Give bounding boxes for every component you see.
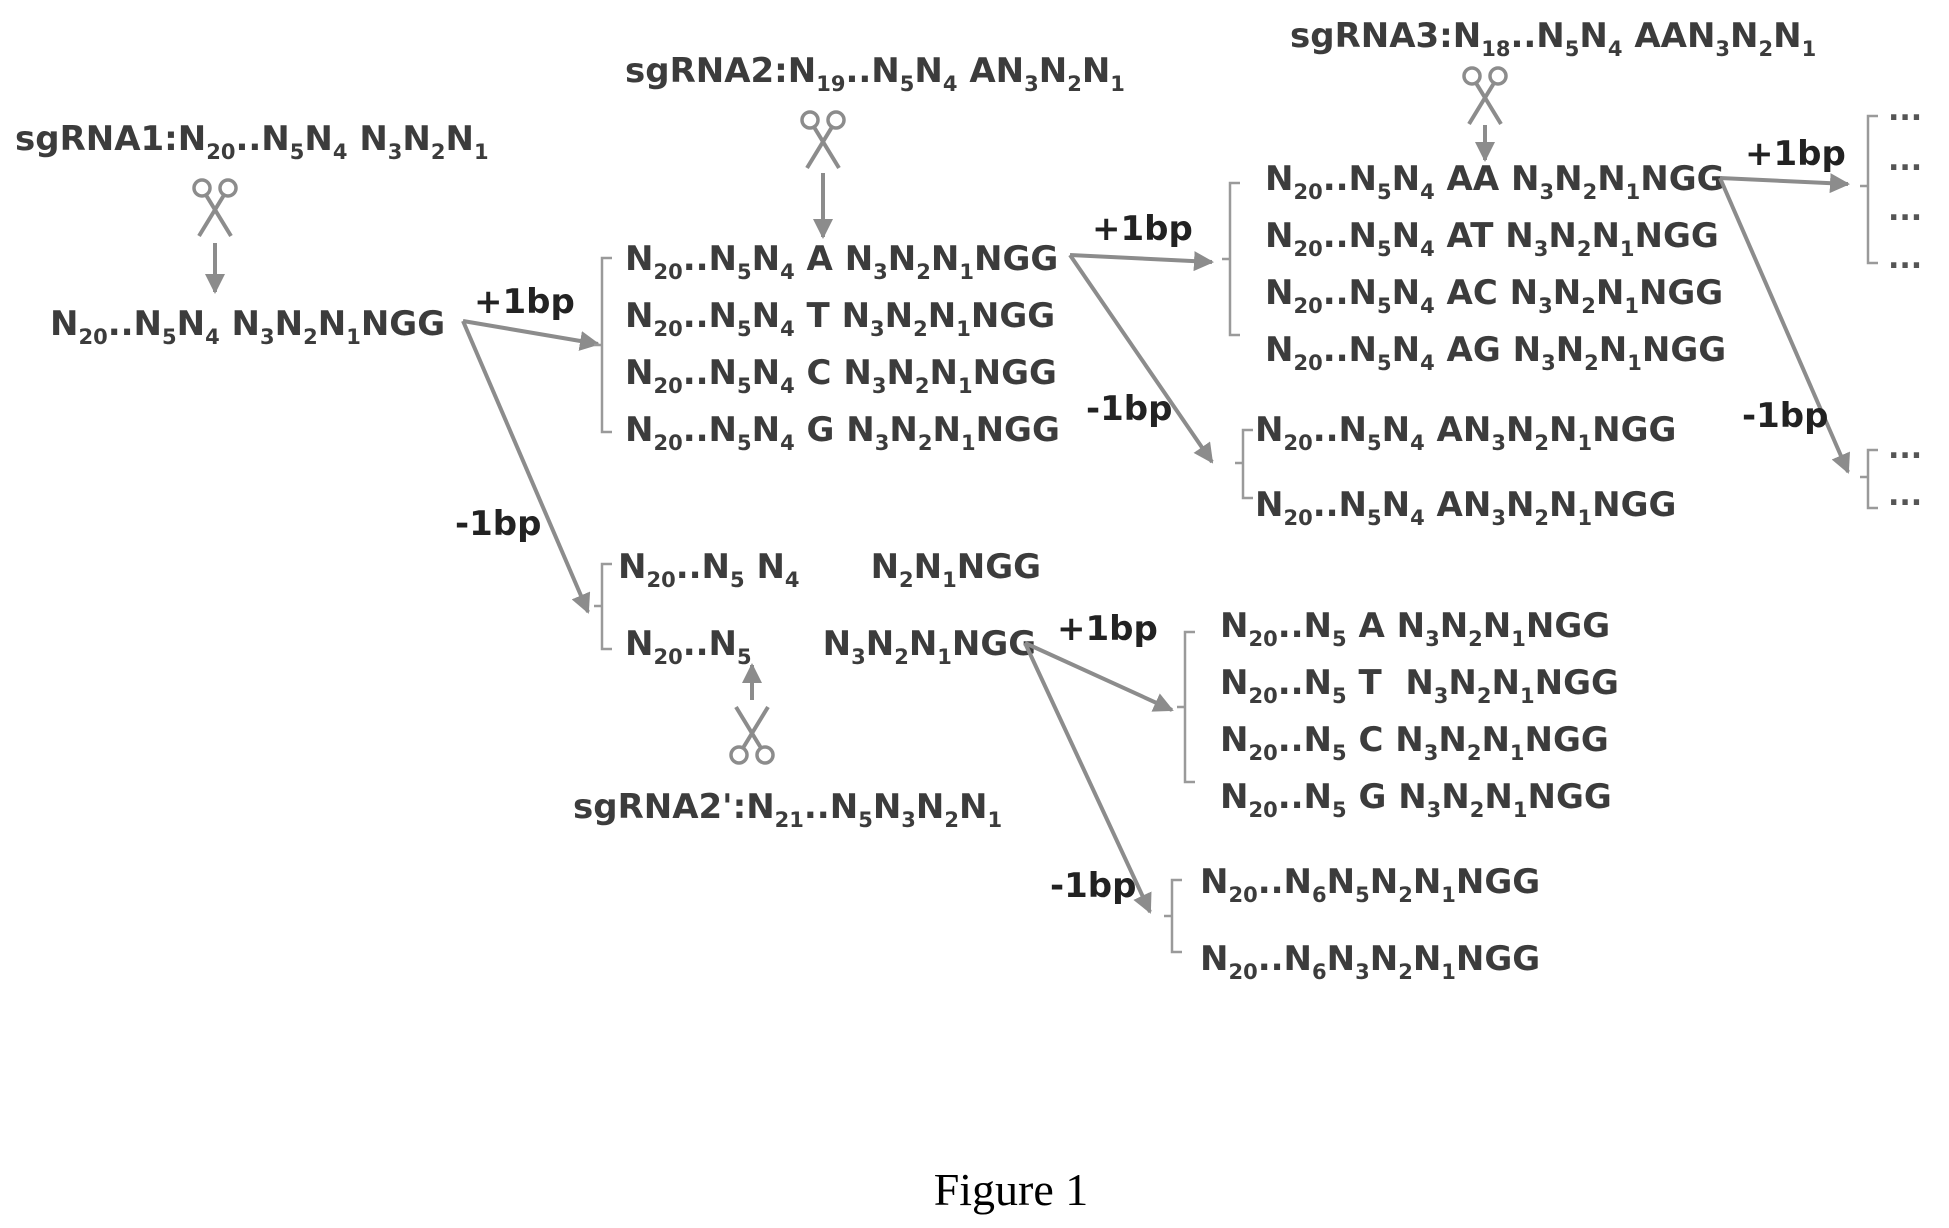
sequence-item: N20..N5 N3N2N1NGG bbox=[625, 624, 1036, 669]
sequence-item: N20..N5N4 A N3N2N1NGG bbox=[625, 239, 1058, 284]
sequence-item: N20..N5N4 AN3N2N1NGG bbox=[1255, 410, 1676, 455]
ellipsis: ... bbox=[1888, 478, 1922, 513]
shift-label: -1bp bbox=[1086, 389, 1172, 429]
group-bracket bbox=[1860, 116, 1878, 263]
scissors-icon bbox=[194, 180, 236, 236]
ellipsis: ... bbox=[1888, 143, 1922, 178]
ellipsis: ... bbox=[1888, 431, 1922, 466]
branch-arrow bbox=[463, 321, 598, 344]
branch-arrow bbox=[1070, 255, 1212, 262]
sequence-item: N20..N5N4 AA N3N2N1NGG bbox=[1265, 159, 1725, 204]
figure-caption: Figure 1 bbox=[934, 1164, 1089, 1215]
scissors-icon bbox=[1464, 68, 1506, 124]
shift-label: -1bp bbox=[1050, 866, 1136, 906]
group-bracket bbox=[594, 258, 612, 432]
sequence-item: N20..N5N4 G N3N2N1NGG bbox=[625, 410, 1060, 455]
root-sequence: N20..N5N4 N3N2N1NGG bbox=[50, 304, 445, 349]
plus1-group: N20..N5N4 A N3N2N1NGG N20..N5N4 T N3N2N1… bbox=[625, 239, 1060, 455]
sequence-item: N20..N5N4 T N3N2N1NGG bbox=[625, 296, 1055, 341]
branch-arrow bbox=[1025, 643, 1172, 710]
sgrna2-prime-label: sgRNA2':N21..N5N3N2N1 bbox=[573, 787, 1002, 832]
sequence-item: N20..N5N4 AN3N2N1NGG bbox=[1255, 485, 1676, 530]
minus1-group: N20..N5 N4 N2N1NGG N20..N5 N3N2N1NGG bbox=[618, 547, 1041, 669]
group-bracket bbox=[594, 564, 612, 649]
group-bracket bbox=[1860, 450, 1878, 508]
sgrna2-label: sgRNA2:N19..N5N4 AN3N2N1 bbox=[625, 51, 1125, 96]
ellipsis: ... bbox=[1888, 241, 1922, 276]
sequence-item: N20..N5 C N3N2N1NGG bbox=[1220, 720, 1609, 765]
group-bracket bbox=[1235, 430, 1253, 498]
sequence-item: N20..N5N4 C N3N2N1NGG bbox=[625, 353, 1057, 398]
scissors-icon bbox=[731, 707, 773, 763]
shift-label: +1bp bbox=[1057, 609, 1158, 649]
sequence-item: N20..N5 G N3N2N1NGG bbox=[1220, 777, 1612, 822]
ellipsis: ... bbox=[1888, 93, 1922, 128]
branch-arrow bbox=[1070, 255, 1212, 462]
sequence-item: N20..N5 N4 N2N1NGG bbox=[618, 547, 1041, 592]
shift-label: +1bp bbox=[474, 282, 575, 322]
sgrna3-label: sgRNA3:N18..N5N4 AAN3N2N1 bbox=[1290, 16, 1816, 61]
shift-label: +1bp bbox=[1092, 209, 1193, 249]
minus1-plus1-group: N20..N5 A N3N2N1NGG N20..N5 T N3N2N1NGG … bbox=[1220, 606, 1619, 822]
plus1-plus1-group: N20..N5N4 AA N3N2N1NGG N20..N5N4 AT N3N2… bbox=[1265, 159, 1726, 375]
group-bracket bbox=[1222, 183, 1240, 335]
sequence-item: N20..N5 T N3N2N1NGG bbox=[1220, 663, 1619, 708]
shift-label: -1bp bbox=[1742, 396, 1828, 436]
scissors-icon bbox=[802, 112, 844, 168]
sequence-item: N20..N5N4 AT N3N2N1NGG bbox=[1265, 216, 1719, 261]
group-bracket bbox=[1164, 880, 1182, 952]
branch-arrow bbox=[1720, 178, 1848, 184]
sequence-item: N20..N5N4 AG N3N2N1NGG bbox=[1265, 330, 1726, 375]
sgrna1-label: sgRNA1:N20..N5N4 N3N2N1 bbox=[15, 119, 489, 164]
shift-label: -1bp bbox=[455, 504, 541, 544]
ellipsis: ... bbox=[1888, 193, 1922, 228]
sequence-item: N20..N6N3N2N1NGG bbox=[1200, 939, 1540, 984]
shift-label: +1bp bbox=[1745, 134, 1846, 174]
branch-arrow bbox=[463, 321, 588, 612]
sequence-item: N20..N5N4 AC N3N2N1NGG bbox=[1265, 273, 1723, 318]
minus1-minus1-group: N20..N6N5N2N1NGG N20..N6N3N2N1NGG bbox=[1200, 862, 1540, 984]
plus1-minus1-group: N20..N5N4 AN3N2N1NGG N20..N5N4 AN3N2N1NG… bbox=[1255, 410, 1676, 530]
group-bracket bbox=[1177, 632, 1195, 782]
sequence-item: N20..N5 A N3N2N1NGG bbox=[1220, 606, 1610, 651]
sequence-item: N20..N6N5N2N1NGG bbox=[1200, 862, 1540, 907]
